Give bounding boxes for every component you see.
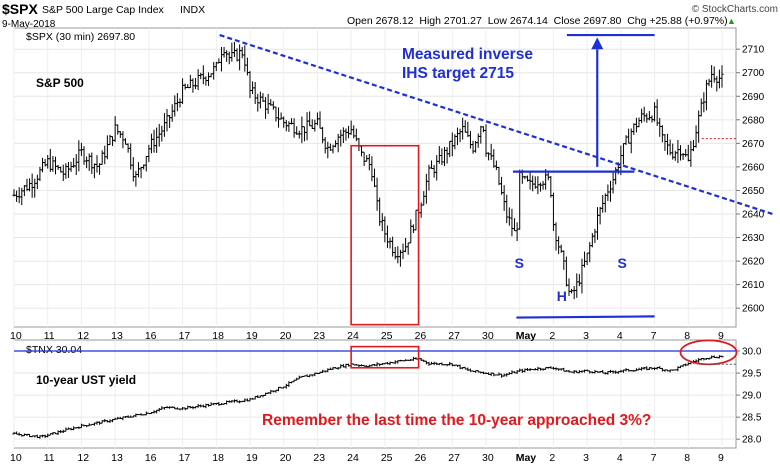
main-x-tick-label: 30	[482, 330, 494, 342]
main-x-tick-label: 27	[448, 330, 460, 342]
yield-highlight-box	[350, 345, 420, 369]
header-watermark: © StockCharts.com	[692, 4, 778, 15]
lower-x-tick-label: 25	[381, 452, 393, 464]
main-x-tick-label: 25	[381, 330, 393, 342]
header-ohlc: Open 2678.12 High 2701.27 Low 2674.14 Cl…	[347, 15, 728, 27]
main-x-tick-label: 20	[280, 330, 292, 342]
main-x-tick-label: 23	[313, 330, 325, 342]
main-x-tick-label: 24	[347, 330, 359, 342]
main-y-tick-label: 2650	[742, 186, 765, 197]
lower-x-tick-label: 19	[246, 452, 258, 464]
right-shoulder-label: S	[617, 255, 626, 271]
lower-x-tick-label: 3	[583, 452, 589, 464]
main-x-tick-label: 17	[179, 330, 191, 342]
highlight-box	[350, 144, 420, 326]
lower-y-tick-label: 29.0	[742, 391, 762, 402]
main-x-tick-label: 9	[718, 330, 724, 342]
lower-y-tick-label: 30.0	[742, 347, 762, 358]
header-name: S&P 500 Large Cap Index	[42, 4, 165, 16]
main-x-tick-label: 3	[583, 330, 589, 342]
lower-x-tick-label: 16	[145, 452, 157, 464]
main-x-tick-label: May	[516, 330, 537, 342]
current-yield-circle	[679, 339, 738, 366]
target-annotation-line1: Measured inverse	[402, 46, 533, 63]
measured-move-arrowhead-icon	[591, 37, 604, 50]
main-x-tick-label: 16	[145, 330, 157, 342]
main-y-tick-label: 2620	[742, 257, 765, 268]
main-y-tick-label: 2670	[742, 139, 765, 150]
left-shoulder-label: S	[515, 255, 524, 271]
lower-x-tick-label: 2	[549, 452, 555, 464]
main-x-tick-label: 10	[10, 330, 22, 342]
lower-x-tick-label: 23	[313, 452, 325, 464]
lower-x-tick-label: 17	[179, 452, 191, 464]
header-date: 9-May-2018	[2, 19, 56, 30]
main-y-tick-label: 2640	[742, 209, 765, 220]
main-y-tick-label: 2600	[742, 304, 765, 315]
main-legend: $SPX (30 min) 2697.80	[26, 31, 135, 43]
lower-x-tick-label: 10	[10, 452, 22, 464]
bottom-line	[516, 315, 655, 319]
main-x-tick-label: 4	[617, 330, 623, 342]
lower-legend: $TNX 30.04	[26, 344, 82, 356]
main-x-tick-label: 2	[549, 330, 555, 342]
header-exchange: INDX	[180, 4, 205, 16]
lower-x-tick-label: 11	[44, 452, 55, 464]
lower-series-label: 10-year UST yield	[36, 373, 136, 387]
main-y-tick-label: 2690	[742, 92, 765, 103]
target-annotation-line2: IHS target 2715	[402, 65, 514, 82]
change-up-icon: ▲	[727, 16, 736, 26]
main-x-tick-label: 12	[77, 330, 89, 342]
lower-x-tick-label: 18	[212, 452, 224, 464]
header-symbol: $SPX	[2, 1, 38, 17]
lower-x-tick-label: 13	[111, 452, 123, 464]
lower-x-tick-label: 4	[617, 452, 623, 464]
lower-y-tick-label: 29.5	[742, 369, 762, 380]
lower-x-tick-label: May	[516, 452, 537, 464]
main-y-tick-label: 2660	[742, 162, 765, 173]
main-y-tick-label: 2710	[742, 45, 765, 56]
bottom-annotation: Remember the last time the 10-year appro…	[262, 412, 651, 429]
main-y-tick-label: 2680	[742, 115, 765, 126]
resistance-trendline	[219, 34, 773, 216]
lower-x-tick-label: 24	[347, 452, 359, 464]
main-x-tick-label: 8	[684, 330, 690, 342]
main-x-tick-label: 13	[111, 330, 123, 342]
main-y-tick-label: 2630	[742, 233, 765, 244]
lower-x-tick-label: 20	[280, 452, 292, 464]
lower-y-tick-label: 28.5	[742, 413, 762, 424]
main-y-tick-label: 2610	[742, 280, 765, 291]
lower-y-tick-label: 28.0	[742, 435, 762, 446]
main-x-tick-label: 19	[246, 330, 258, 342]
lower-x-tick-label: 7	[651, 452, 657, 464]
main-x-tick-label: 26	[415, 330, 427, 342]
main-x-tick-label: 11	[44, 330, 55, 342]
main-series-label: S&P 500	[36, 76, 84, 90]
lower-x-tick-label: 27	[448, 452, 460, 464]
main-x-tick-label: 7	[651, 330, 657, 342]
lower-x-tick-label: 26	[415, 452, 427, 464]
lower-x-tick-label: 30	[482, 452, 494, 464]
lower-x-tick-label: 12	[77, 452, 89, 464]
lower-x-tick-label: 9	[718, 452, 724, 464]
lower-x-tick-label: 8	[684, 452, 690, 464]
head-label: H	[557, 288, 567, 304]
main-x-tick-label: 18	[212, 330, 224, 342]
main-y-tick-label: 2700	[742, 68, 765, 79]
